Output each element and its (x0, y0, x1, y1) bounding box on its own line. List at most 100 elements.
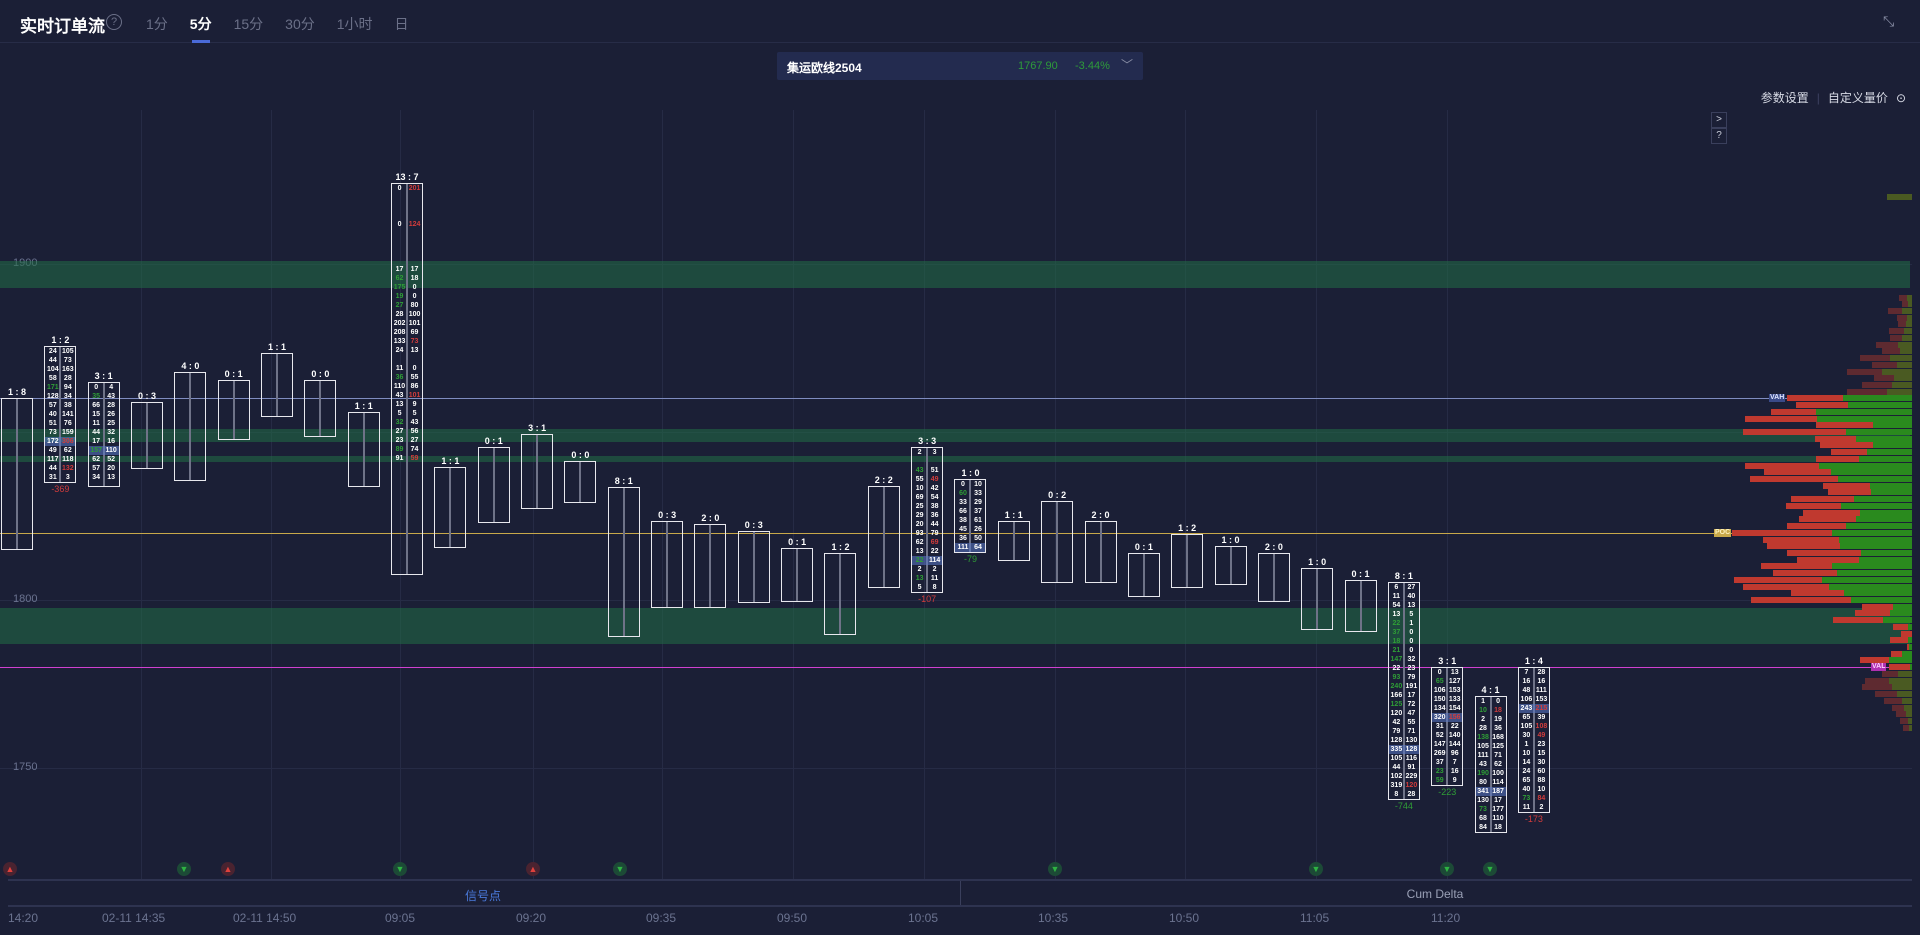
candle-body (319, 380, 322, 437)
price-level-row: 51 76 (45, 419, 75, 428)
candle-body (969, 480, 972, 553)
tab-15min[interactable]: 15分 (233, 16, 264, 32)
bid-volume: 11 (1522, 804, 1531, 812)
price-level-row: 335 128 (1388, 744, 1419, 754)
help-button[interactable]: ? (1711, 128, 1727, 144)
ask-volume: 0 (1409, 628, 1414, 636)
price-level-row (392, 202, 422, 211)
candle-body (16, 399, 18, 549)
ask-volume: 79 (1407, 673, 1416, 681)
tab-30min[interactable]: 30分 (285, 16, 315, 32)
ask-volume: 26 (107, 410, 116, 418)
profile-sell-bar (1875, 691, 1897, 698)
ask-volume: 71 (1494, 751, 1502, 759)
candle-body (406, 184, 409, 574)
price-level-row: 30 49 (1519, 731, 1549, 740)
bid-volume: 0 (397, 185, 402, 193)
ask-volume: 28 (1537, 669, 1546, 677)
price-level-row: 190 100 (1476, 769, 1506, 778)
settings-circle-icon[interactable]: ⊙ (1895, 90, 1906, 105)
compress-icon[interactable]: ⤡ (1883, 13, 1895, 29)
ask-volume: 50 (974, 535, 982, 543)
price-level-row: 36 55 (392, 373, 422, 382)
instrument-selector[interactable]: 集运欧线2504 1767.90 -3.44% ﹀ (777, 52, 1143, 80)
ask-volume: 36 (1494, 724, 1502, 732)
signal-down-green-icon: ▼ (1048, 862, 1062, 876)
grid-line-horizontal (0, 432, 1912, 433)
profile-buy-bar (1867, 449, 1912, 456)
price-level-row: 172 306 (45, 437, 76, 447)
price-level-row: 24 60 (1519, 767, 1549, 776)
help-icon[interactable]: ? (106, 14, 122, 30)
ask-volume: 69 (930, 539, 939, 547)
candle-header: 0 : 1 (1134, 541, 1153, 552)
price-level-row: 37 0 (1389, 628, 1419, 637)
profile-sell-bar (1901, 630, 1912, 637)
ask-volume: 18 (1494, 823, 1502, 831)
price-level-row: 68 110 (1476, 814, 1506, 823)
expand-button[interactable]: > (1711, 112, 1727, 128)
bid-volume: 0 (1437, 669, 1442, 677)
bid-volume: 128 (1390, 736, 1403, 744)
bid-volume: 11 (395, 365, 404, 373)
candle-body (666, 522, 669, 608)
ask-volume: 7 (1452, 759, 1457, 767)
profile-sell-bar (1872, 361, 1897, 368)
tab-1hour[interactable]: 1小时 (336, 16, 373, 32)
profile-buy-bar (1832, 563, 1912, 570)
grid-line-vertical (141, 110, 142, 880)
footprint-candle (737, 531, 770, 604)
tab-signals[interactable]: 信号点 (464, 889, 501, 903)
profile-buy-bar (1848, 402, 1912, 409)
tab-cum-delta[interactable]: Cum Delta (1406, 887, 1464, 901)
ask-volume: 61 (974, 517, 982, 525)
time-label: 10:35 (1038, 911, 1069, 925)
tab-5min[interactable]: 5分 (189, 16, 212, 43)
candle-body (189, 372, 192, 480)
profile-buy-bar (1832, 529, 1912, 536)
price-level-row: 19 0 (392, 292, 422, 301)
bid-volume: 157 (90, 446, 103, 454)
vah-line (0, 398, 1912, 400)
price-level-row: 147 32 (1389, 655, 1419, 664)
bottom-panel-tabs: 信号点 Cum Delta (8, 879, 1912, 907)
params-settings-link[interactable]: 参数设置 (1760, 91, 1809, 105)
bid-volume: 34 (92, 473, 101, 481)
ask-volume: 16 (1537, 678, 1546, 686)
custom-volume-price-link[interactable]: 自定义量价 (1827, 91, 1888, 105)
highlight-zone (0, 455, 1910, 463)
bid-volume: 36 (959, 535, 967, 543)
price-level-row: 35 43 (89, 392, 119, 401)
bid-volume: 62 (92, 455, 101, 463)
bid-volume: 2 (1481, 715, 1485, 723)
profile-buy-bar (1897, 361, 1912, 368)
ask-volume: 140 (1448, 732, 1461, 740)
price-level-row: 62 69 (912, 538, 942, 547)
ask-volume: 1 (1409, 619, 1414, 627)
bid-volume: 51 (48, 420, 57, 428)
bid-volume: 73 (48, 429, 57, 437)
price-level-row: 66 28 (89, 401, 119, 410)
footprint-candle (477, 447, 510, 523)
profile-sell-bar (1743, 429, 1846, 435)
bid-volume: 49 (48, 447, 57, 455)
ask-volume: 191 (1405, 682, 1418, 690)
grid-line-vertical (1055, 110, 1056, 880)
time-label: 11:20 (1431, 911, 1461, 925)
tab-day[interactable]: 日 (394, 16, 409, 32)
candle-delta: -107 (918, 594, 937, 605)
ask-volume: 16 (107, 437, 116, 445)
price-level-row: 60 33 (955, 489, 985, 498)
bid-volume: 106 (1520, 696, 1533, 704)
profile-sell-bar (1831, 449, 1867, 456)
grid-line-horizontal (0, 600, 1912, 601)
bid-volume: 31 (1435, 723, 1444, 731)
ask-volume: 26 (974, 526, 982, 534)
candle-header: 1 : 1 (441, 456, 460, 467)
price-level-row (392, 247, 422, 256)
profile-buy-bar (1893, 603, 1912, 610)
bid-volume: 79 (1392, 727, 1401, 735)
ask-volume: 55 (410, 374, 419, 382)
tab-1min[interactable]: 1分 (146, 16, 168, 32)
footprint-candle: 0 4 35 43 66 28 15 26 11 25 44 32 17 16 157 110 62 52 57 20… (87, 381, 120, 488)
